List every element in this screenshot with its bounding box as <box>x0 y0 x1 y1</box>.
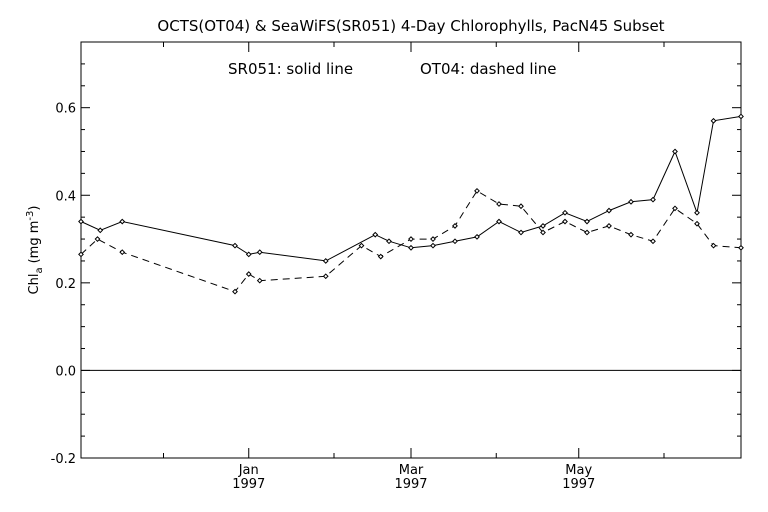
data-point-sr051 <box>322 258 329 264</box>
data-point-ot04 <box>474 187 480 194</box>
y-tick-label: 0.0 <box>55 364 76 379</box>
y-axis-label-sub: a <box>34 267 45 273</box>
data-point-sr051 <box>245 251 252 258</box>
data-point-ot04 <box>119 249 126 256</box>
data-point-sr051 <box>650 196 656 203</box>
y-tick-label: 0.4 <box>55 189 76 204</box>
data-point-sr051 <box>606 207 612 214</box>
x-tick-year: 1997 <box>562 477 595 492</box>
data-point-ot04 <box>408 236 414 242</box>
y-tick-label: -0.2 <box>51 452 76 467</box>
y-axis-label-main: Chl <box>27 274 42 295</box>
data-point-sr051 <box>408 244 414 251</box>
data-point-sr051 <box>628 198 634 205</box>
data-point-ot04 <box>430 236 436 242</box>
data-point-ot04 <box>606 223 612 229</box>
data-point-ot04 <box>358 242 365 249</box>
data-point-sr051 <box>672 148 678 155</box>
data-point-sr051 <box>540 223 546 229</box>
data-point-sr051 <box>386 238 392 245</box>
x-tick-month: May <box>565 463 592 478</box>
data-point-sr051 <box>256 249 263 256</box>
y-tick-label: 0.2 <box>55 277 76 292</box>
data-point-ot04 <box>584 229 590 236</box>
data-point-ot04 <box>710 242 717 249</box>
data-point-ot04 <box>496 201 502 207</box>
data-point-sr051 <box>119 218 126 225</box>
data-point-ot04 <box>256 277 263 284</box>
legend-note-solid: SR051: solid line <box>228 60 353 78</box>
data-point-sr051 <box>710 117 717 124</box>
x-tick-month: Jan <box>238 463 259 478</box>
y-axis-label: Chla (mg m-3) <box>25 206 45 295</box>
data-point-sr051 <box>584 218 590 225</box>
data-point-sr051 <box>518 229 524 236</box>
data-point-sr051 <box>372 231 379 238</box>
data-point-ot04 <box>518 203 524 210</box>
data-point-ot04 <box>540 229 546 236</box>
data-point-sr051 <box>232 242 238 249</box>
data-point-ot04 <box>694 220 700 227</box>
data-point-sr051 <box>452 238 458 245</box>
legend-note-dashed: OT04: dashed line <box>420 60 557 78</box>
x-tick-year: 1997 <box>232 477 265 492</box>
data-point-ot04 <box>672 205 678 212</box>
y-tick-label: 0.6 <box>55 102 76 117</box>
chart-title: OCTS(OT04) & SeaWiFS(SR051) 4-Day Chloro… <box>157 17 664 35</box>
data-point-ot04 <box>322 273 329 280</box>
data-point-ot04 <box>452 223 458 229</box>
data-point-ot04 <box>78 251 84 258</box>
data-point-sr051 <box>430 242 436 249</box>
data-point-sr051 <box>562 209 568 216</box>
data-point-sr051 <box>97 227 104 234</box>
data-point-ot04 <box>94 236 101 242</box>
data-point-ot04 <box>650 238 656 245</box>
y-axis-label-close: ) <box>27 206 42 211</box>
data-point-ot04 <box>245 271 252 277</box>
data-point-ot04 <box>738 244 744 251</box>
data-point-sr051 <box>474 233 480 240</box>
series-group <box>78 113 744 295</box>
x-tick-month: Mar <box>399 463 424 478</box>
data-point-sr051 <box>496 218 502 225</box>
x-tick-year: 1997 <box>394 477 427 492</box>
data-point-ot04 <box>628 231 634 238</box>
data-point-ot04 <box>232 288 238 295</box>
data-point-ot04 <box>377 253 384 260</box>
data-point-sr051 <box>738 113 744 120</box>
y-axis-label-exp: -3 <box>25 211 36 221</box>
data-point-sr051 <box>694 209 700 216</box>
y-axis-label-units: (mg m <box>27 221 42 264</box>
y-axis: -0.2 0.0 0.2 0.4 0.6 <box>51 41 741 467</box>
data-point-ot04 <box>562 218 568 225</box>
data-point-sr051 <box>78 218 84 225</box>
